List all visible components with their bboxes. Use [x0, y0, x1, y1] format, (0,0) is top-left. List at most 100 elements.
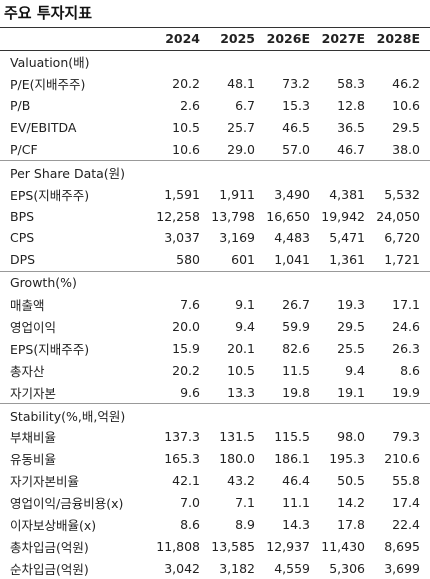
row-label: P/CF: [10, 141, 38, 157]
cell-value: 26.7: [282, 297, 310, 313]
cell-value: 20.2: [172, 362, 200, 378]
cell-value: 8,695: [384, 538, 420, 554]
cell-value: 137.3: [164, 429, 200, 445]
cell-value: 19.3: [337, 297, 365, 313]
cell-value: 1,041: [274, 252, 310, 268]
cell-value: 13,798: [211, 208, 255, 224]
data-row: P/CF 10.6 29.0 57.0 46.7 38.0: [0, 138, 430, 160]
cell-value: 9.6: [180, 384, 200, 400]
cell-value: 59.9: [282, 319, 310, 335]
cell-value: 4,559: [274, 560, 310, 576]
cell-value: 11.1: [282, 495, 310, 511]
cell-value: 16,650: [266, 208, 310, 224]
row-label: EPS(지배주주): [10, 341, 90, 357]
cell-value: 3,037: [164, 230, 200, 246]
cell-value: 10.6: [392, 98, 420, 114]
cell-value: 46.4: [282, 473, 310, 489]
data-row: 영업이익 20.0 9.4 59.9 29.5 24.6: [0, 316, 430, 338]
corner: [0, 27, 145, 51]
cell-value: 12.8: [337, 98, 365, 114]
cell-value: 46.7: [337, 141, 365, 157]
cell-value: 50.5: [337, 473, 365, 489]
cell-value: 29.5: [392, 120, 420, 135]
cell-value: 4,381: [329, 186, 365, 202]
cell-value: 580: [176, 252, 200, 268]
row-label: EV/EBITDA: [10, 120, 77, 135]
cell-value: 180.0: [219, 451, 255, 467]
cell-value: 25.7: [227, 120, 255, 135]
cell-value: 46.5: [282, 120, 310, 135]
header-row: 2024 2025 2026E 2027E 2028E: [0, 27, 430, 51]
cell-value: 2.6: [180, 98, 200, 114]
cell-value: 98.0: [337, 429, 365, 445]
cell-value: 26.3: [392, 340, 420, 356]
cell-value: 115.5: [274, 429, 310, 445]
cell-value: 1,721: [384, 252, 420, 268]
cell-value: 10.5: [227, 362, 255, 378]
year-header: 2024: [145, 27, 200, 51]
cell-value: 5,306: [329, 560, 365, 576]
data-row: 영업이익/금융비용(x) 7.0 7.1 11.1 14.2 17.4: [0, 492, 430, 514]
data-row: P/E(지배주주) 20.2 48.1 73.2 58.3 46.2: [0, 73, 430, 95]
cell-value: 73.2: [282, 76, 310, 92]
cell-value: 14.2: [337, 495, 365, 511]
cell-value: 186.1: [274, 451, 310, 467]
cell-value: 17.1: [392, 297, 420, 313]
cell-value: 1,361: [329, 252, 365, 268]
indicator-table: 2024 2025 2026E 2027E 2028E Valuation(배) P/E(지…: [0, 27, 430, 579]
cell-value: 20.1: [227, 340, 255, 356]
cell-value: 29.0: [227, 141, 255, 157]
cell-value: 5,532: [384, 186, 420, 202]
cell-value: 43.2: [227, 473, 255, 489]
cell-value: 7.0: [180, 495, 200, 511]
data-row: EPS(지배주주) 1,591 1,911 3,490 4,381 5,532: [0, 183, 430, 205]
cell-value: 24.6: [392, 319, 420, 335]
cell-value: 3,490: [274, 186, 310, 202]
cell-value: 36.5: [337, 120, 365, 135]
cell-value: 3,182: [219, 560, 255, 576]
cell-value: 79.3: [392, 429, 420, 445]
cell-value: 7.6: [180, 297, 200, 313]
year-header: 2027E: [310, 27, 365, 51]
cell-value: 9.4: [345, 362, 365, 378]
cell-value: 8.6: [400, 362, 420, 378]
row-label: 자기자본: [10, 385, 57, 401]
data-row: BPS 12,258 13,798 16,650 19,942 24,050: [0, 205, 430, 227]
section-title: Growth(%): [0, 270, 430, 294]
cell-value: 17.4: [392, 495, 420, 511]
row-label: 자기자본비율: [10, 474, 80, 490]
cell-value: 3,042: [164, 560, 200, 576]
row-label: BPS: [10, 208, 35, 224]
cell-value: 3,699: [384, 560, 420, 576]
row-label: 순차입금(억원): [10, 561, 89, 577]
cell-value: 1,911: [219, 186, 255, 202]
cell-value: 11,430: [321, 538, 365, 554]
cell-value: 48.1: [227, 76, 255, 92]
data-row: 총자산 20.2 10.5 11.5 9.4 8.6: [0, 359, 430, 381]
cell-value: 131.5: [219, 429, 255, 445]
cell-value: 7.1: [235, 495, 255, 511]
cell-value: 1,591: [164, 186, 200, 202]
cell-value: 9.4: [235, 319, 255, 335]
cell-value: 20.2: [172, 76, 200, 92]
cell-value: 10.5: [172, 120, 200, 135]
cell-value: 6,720: [384, 230, 420, 246]
cell-value: 15.9: [172, 340, 200, 356]
section-row: Stability(%,배,억원): [0, 403, 430, 427]
cell-value: 19.9: [392, 384, 420, 400]
cell-value: 19.1: [337, 384, 365, 400]
data-row: 자기자본 9.6 13.3 19.8 19.1 19.9: [0, 381, 430, 403]
section-row: Per Share Data(원): [0, 160, 430, 184]
cell-value: 6.7: [235, 98, 255, 114]
row-label: 부채비율: [10, 430, 57, 446]
cell-value: 8.9: [235, 517, 255, 533]
row-label: 매출액: [10, 298, 45, 314]
cell-value: 195.3: [329, 451, 365, 467]
cell-value: 3,169: [219, 230, 255, 246]
cell-value: 17.8: [337, 517, 365, 533]
cell-value: 19,942: [321, 208, 365, 224]
cell-value: 9.1: [235, 297, 255, 313]
data-row: 순차입금(억원) 3,042 3,182 4,559 5,306 3,699: [0, 557, 430, 579]
data-row: P/B 2.6 6.7 15.3 12.8 10.6: [0, 95, 430, 117]
cell-value: 14.3: [282, 517, 310, 533]
